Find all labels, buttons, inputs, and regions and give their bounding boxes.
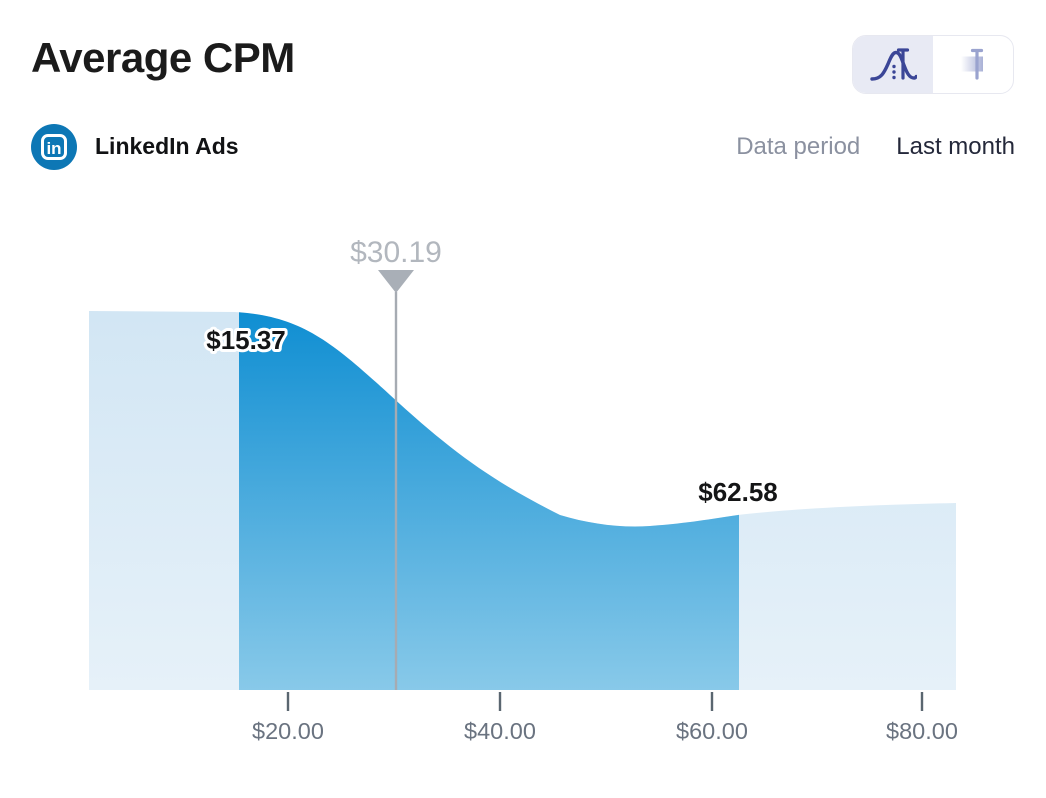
box-plot-view-button[interactable] bbox=[933, 36, 1013, 93]
chart-type-toggle bbox=[852, 35, 1014, 94]
average-value-label: $30.19 bbox=[350, 236, 442, 269]
linkedin-icon: in bbox=[31, 123, 77, 170]
average-marker: $30.19 bbox=[350, 236, 442, 690]
average-marker-arrow-icon bbox=[378, 270, 414, 293]
source-name: LinkedIn Ads bbox=[95, 133, 239, 159]
data-period-value[interactable]: Last month bbox=[896, 132, 1015, 160]
x-tick-label: $40.00 bbox=[464, 718, 536, 744]
data-period-control: Data period Last month bbox=[736, 123, 1015, 170]
distribution-curve-icon bbox=[870, 47, 917, 81]
upper-bound-label: $62.58 bbox=[698, 477, 778, 507]
data-source: in LinkedIn Ads bbox=[31, 123, 239, 170]
distribution-view-button[interactable] bbox=[853, 36, 933, 93]
svg-text:in: in bbox=[46, 139, 61, 158]
density-area-highlight bbox=[239, 312, 739, 690]
density-chart: $30.19 $15.37 $62.58 $20.00 $40.00 $60.0… bbox=[0, 205, 1046, 765]
page-title: Average CPM bbox=[31, 34, 295, 81]
lower-bound-label: $15.37 bbox=[206, 325, 286, 355]
data-period-label: Data period bbox=[736, 132, 861, 160]
x-tick-label: $60.00 bbox=[676, 718, 748, 744]
density-chart-svg: $30.19 $15.37 $62.58 $20.00 $40.00 $60.0… bbox=[89, 236, 958, 744]
box-plot-icon bbox=[951, 48, 995, 80]
x-axis-labels: $20.00 $40.00 $60.00 $80.00 bbox=[252, 718, 958, 744]
x-axis bbox=[286, 692, 924, 711]
x-tick-label: $80.00 bbox=[886, 718, 958, 744]
x-tick-label: $20.00 bbox=[252, 718, 324, 744]
